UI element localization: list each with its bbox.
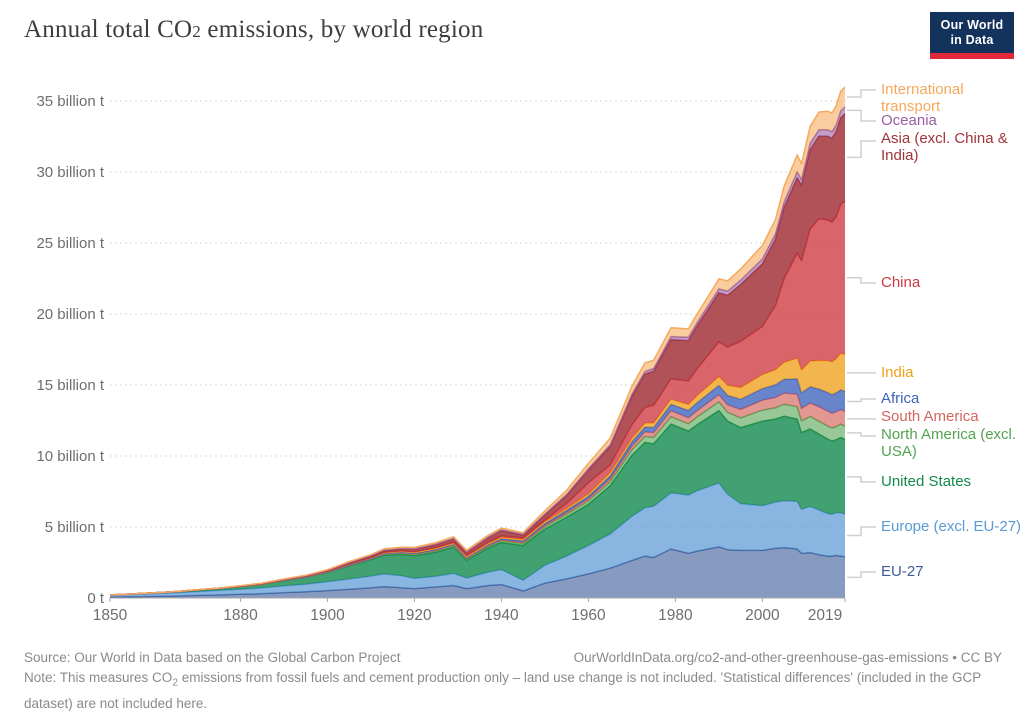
legend-item-south-america[interactable]: South America [881,408,979,425]
page-title: Annual total CO2 emissions, by world reg… [24,12,904,50]
x-tick-label: 1880 [223,607,258,624]
note-subscript: 2 [172,677,178,689]
area-united-states[interactable] [110,410,845,596]
legend-connector-international-transport [847,89,876,98]
x-tick-label: 1940 [484,607,519,624]
legend-item-asia-excl-china-india[interactable]: Asia (excl. China & India) [881,130,1008,164]
legend-connector-europe-excl-eu27 [847,526,876,537]
x-tick-label: 1900 [310,607,345,624]
x-axis: 1850 1880 1900 1920 1940 1960 1980 2000 2019 [93,597,846,624]
legend-item-eu-27[interactable]: EU-27 [881,563,924,580]
x-tick-label: 2000 [745,607,780,624]
y-tick-label: 20 billion t [36,306,104,323]
legend-connector-africa [847,398,876,403]
legend-connector-united-states [847,476,876,483]
legend-item-united-states[interactable]: United States [881,473,972,490]
legend-connectors [847,89,876,579]
y-tick-label: 0 t [87,590,105,607]
area-line-international-transport [109,86,846,596]
y-tick-label: 15 billion t [36,377,104,394]
legend-item-china[interactable]: China [881,274,921,291]
legend-connector-asia-excl-china-india [847,140,876,159]
legend-item-europe-excl-eu27[interactable]: Europe (excl. EU-27) [881,518,1022,535]
title-text-2: emissions, by world region [200,16,484,43]
plot-area[interactable] [109,86,846,598]
chart-footer: Source: Our World in Data based on the G… [24,648,1002,714]
legend-connector-north-america-excl-usa [847,432,876,437]
area-eu-27[interactable] [110,546,845,598]
legend-connector-oceania [847,109,876,122]
chart-header: Annual total CO2 emissions, by world reg… [24,12,904,50]
legend-item-india[interactable]: India [881,364,914,381]
title-text: Annual total CO [24,16,193,43]
y-tick-label: 30 billion t [36,164,104,181]
area-asia-excl-china-india[interactable] [110,113,845,596]
y-tick-label: 10 billion t [36,448,104,465]
legend-connector-eu-27 [847,571,876,579]
note-post: emissions from fossil fuels and cement p… [24,670,982,711]
owid-logo-line2: in Data [950,33,994,47]
legend-item-north-america-excl-usa[interactable]: North America (excl. USA) [881,426,1017,460]
y-tick-label: 25 billion t [36,235,104,252]
note-pre: Note: This measures CO [24,670,173,685]
x-tick-label: 1850 [93,607,128,624]
legend-connector-china [847,277,876,284]
x-tick-label: 1980 [658,607,693,624]
citation-text: OurWorldInData.org/co2-and-other-greenho… [573,650,1002,665]
note-text: Note: This measures CO2 emissions from f… [24,668,1002,714]
y-tick-label: 5 billion t [45,519,105,536]
y-tick-label: 35 billion t [36,93,104,110]
legend-item-oceania[interactable]: Oceania [881,112,937,129]
source-text: Source: Our World in Data based on the G… [24,650,401,665]
source-row: Source: Our World in Data based on the G… [24,648,1002,668]
x-tick-label: 1960 [571,607,606,624]
x-tick-label: 2019 [808,607,842,624]
owid-logo-line1: Our World [940,18,1004,32]
title-subscript: 2 [192,22,201,41]
owid-logo-text: Our World in Data [930,12,1014,48]
owid-logo[interactable]: Our World in Data [930,12,1014,59]
legend-item-africa[interactable]: Africa [881,390,920,407]
x-tick-label: 1920 [397,607,432,624]
area-europe-excl-eu27[interactable] [110,483,845,597]
legend-item-international-transport[interactable]: International transport [881,81,964,115]
